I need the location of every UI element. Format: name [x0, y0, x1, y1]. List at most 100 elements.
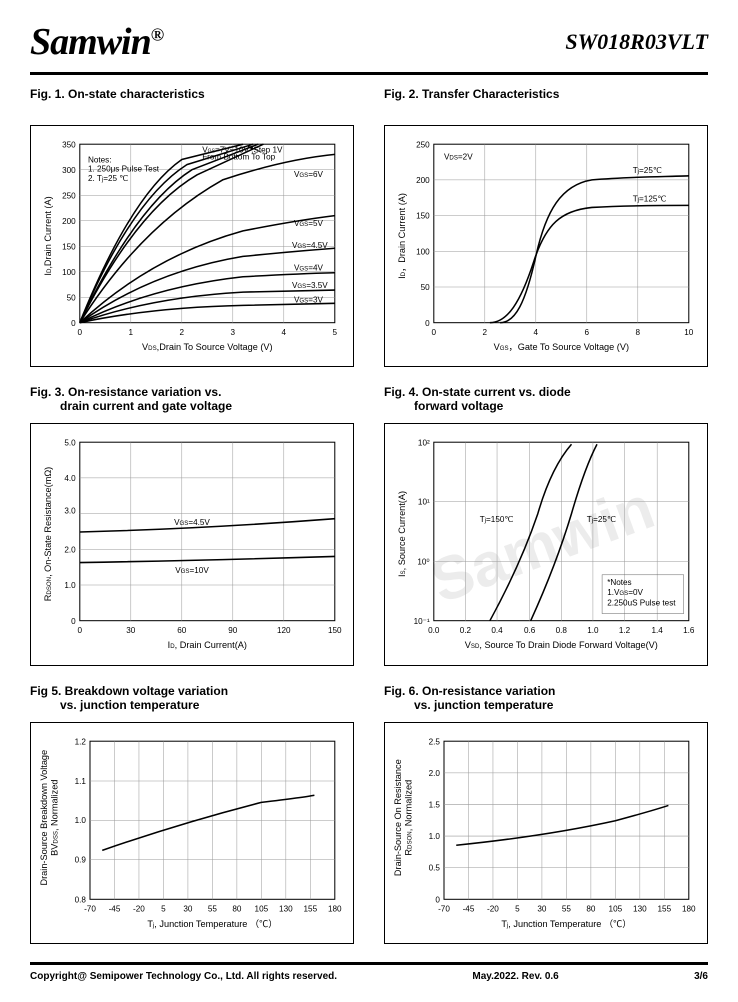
fig2-title: Fig. 2. Transfer Characteristics	[384, 87, 708, 117]
fig5: Fig 5. Breakdown voltage variation vs. j…	[30, 684, 354, 944]
svg-text:8: 8	[636, 328, 641, 337]
fig4-title: Fig. 4. On-state current vs. diode forwa…	[384, 385, 708, 415]
fig6: Fig. 6. On-resistance variation vs. junc…	[384, 684, 708, 944]
part-number: SW018R03VLT	[565, 29, 708, 55]
svg-text:1.2: 1.2	[619, 626, 631, 635]
svg-text:VSD, Source To Drain Diode For: VSD, Source To Drain Diode Forward Volta…	[465, 641, 658, 651]
svg-text:5: 5	[333, 328, 338, 337]
svg-text:50: 50	[67, 293, 77, 302]
svg-text:100: 100	[62, 268, 76, 277]
svg-text:4.0: 4.0	[64, 474, 76, 483]
fig1-title: Fig. 1. On-state characteristics	[30, 87, 354, 117]
svg-text:4: 4	[282, 328, 287, 337]
copyright: Copyright@ Semipower Technology Co., Ltd…	[30, 971, 337, 982]
fig3-plot: 0306090120150 01.02.03.04.05.0 ID, Drain…	[39, 432, 345, 656]
svg-text:1.5: 1.5	[429, 800, 441, 809]
svg-text:-45: -45	[109, 904, 121, 913]
svg-text:VGS，Gate To Source Voltage (V): VGS，Gate To Source Voltage (V)	[494, 342, 629, 352]
svg-text:1.0: 1.0	[64, 581, 76, 590]
svg-text:80: 80	[586, 904, 596, 913]
fig1-plot: 012345 050100150200250300350 VDS,Drain T…	[39, 134, 345, 358]
fig5-title: Fig 5. Breakdown voltage variation vs. j…	[30, 684, 354, 714]
svg-text:6: 6	[585, 328, 590, 337]
svg-text:3: 3	[231, 328, 236, 337]
svg-text:Tj, Junction Temperature （℃）: Tj, Junction Temperature （℃）	[501, 919, 631, 929]
svg-text:Tj=25℃: Tj=25℃	[633, 166, 662, 175]
svg-text:0: 0	[71, 319, 76, 328]
svg-text:120: 120	[277, 626, 291, 635]
svg-text:ID，Drain Current (A): ID，Drain Current (A)	[397, 193, 407, 279]
svg-text:-70: -70	[84, 904, 96, 913]
svg-text:3.0: 3.0	[64, 507, 76, 516]
svg-text:5.0: 5.0	[64, 439, 76, 448]
svg-text:50: 50	[421, 283, 431, 292]
svg-text:55: 55	[562, 904, 572, 913]
fig6-title: Fig. 6. On-resistance variation vs. junc…	[384, 684, 708, 714]
svg-text:2: 2	[180, 328, 185, 337]
svg-text:0.6: 0.6	[524, 626, 536, 635]
fig2: Fig. 2. Transfer Characteristics 0246810…	[384, 87, 708, 367]
svg-text:-20: -20	[133, 904, 145, 913]
svg-text:0: 0	[432, 328, 437, 337]
svg-text:1.VGS=0V: 1.VGS=0V	[607, 589, 643, 598]
fig2-plot: 0246810 050100150200250 VGS，Gate To Sour…	[393, 134, 699, 358]
svg-text:1.6: 1.6	[683, 626, 695, 635]
svg-text:VGS=3V: VGS=3V	[294, 295, 324, 304]
charts-grid: Fig. 1. On-state characteristics	[30, 87, 708, 944]
svg-text:10²: 10²	[418, 439, 430, 448]
svg-text:-70: -70	[438, 904, 450, 913]
svg-text:2. Tj=25 ℃: 2. Tj=25 ℃	[88, 174, 128, 183]
svg-text:-45: -45	[463, 904, 475, 913]
fig5-box: -70-45-205305580105130155180 0.80.91.01.…	[30, 722, 354, 944]
svg-text:0.8: 0.8	[556, 626, 568, 635]
svg-text:Tj, Junction Temperature （℃）: Tj, Junction Temperature （℃）	[147, 919, 277, 929]
svg-text:30: 30	[183, 904, 193, 913]
svg-text:VGS=5V: VGS=5V	[294, 219, 324, 228]
page: Samwin® SW018R03VLT Fig. 1. On-state cha…	[0, 0, 738, 1002]
svg-text:200: 200	[62, 217, 76, 226]
svg-text:10⁻¹: 10⁻¹	[414, 617, 430, 626]
svg-text:VGS=4.5V: VGS=4.5V	[292, 241, 328, 250]
svg-text:155: 155	[658, 904, 672, 913]
fig4-box: Samwin 0.00.20.40.60.81.01.21.41.6 10⁻¹1…	[384, 423, 708, 665]
svg-text:0.8: 0.8	[75, 895, 87, 904]
svg-text:5: 5	[515, 904, 520, 913]
svg-text:Notes:: Notes:	[88, 156, 112, 165]
svg-text:300: 300	[62, 166, 76, 175]
svg-text:2.0: 2.0	[64, 546, 76, 555]
svg-text:0: 0	[435, 895, 440, 904]
svg-text:0: 0	[71, 617, 76, 626]
fig6-plot: -70-45-205305580105130155180 00.51.01.52…	[393, 731, 699, 935]
svg-text:1: 1	[129, 328, 134, 337]
svg-text:Tj=125℃: Tj=125℃	[633, 194, 667, 203]
svg-text:30: 30	[126, 626, 136, 635]
footer: Copyright@ Semipower Technology Co., Ltd…	[30, 962, 708, 982]
svg-text:150: 150	[328, 626, 342, 635]
svg-text:0: 0	[78, 328, 83, 337]
svg-text:Tj=150℃: Tj=150℃	[480, 515, 514, 524]
svg-text:130: 130	[279, 904, 293, 913]
svg-text:200: 200	[416, 176, 430, 185]
svg-text:2.250uS Pulse test: 2.250uS Pulse test	[607, 599, 676, 608]
revision: May.2022. Rev. 0.6	[472, 971, 558, 982]
svg-text:1.0: 1.0	[429, 832, 441, 841]
svg-text:RDSON, On-State Resistance(mΩ): RDSON, On-State Resistance(mΩ)	[43, 467, 53, 601]
svg-text:180: 180	[328, 904, 342, 913]
svg-text:150: 150	[416, 212, 430, 221]
svg-text:RDSON, Normalized: RDSON, Normalized	[403, 780, 413, 856]
fig4-plot: Samwin 0.00.20.40.60.81.01.21.41.6 10⁻¹1…	[393, 432, 699, 656]
svg-text:10¹: 10¹	[418, 498, 430, 507]
svg-text:VGS=3.5V: VGS=3.5V	[292, 281, 328, 290]
svg-text:1. 250μs Pulse Test: 1. 250μs Pulse Test	[88, 165, 160, 174]
svg-text:4: 4	[534, 328, 539, 337]
svg-text:0.5: 0.5	[429, 864, 441, 873]
svg-text:105: 105	[255, 904, 269, 913]
svg-text:80: 80	[232, 904, 242, 913]
fig3: Fig. 3. On-resistance variation vs. drai…	[30, 385, 354, 665]
fig1: Fig. 1. On-state characteristics	[30, 87, 354, 367]
svg-text:2.0: 2.0	[429, 769, 441, 778]
fig6-box: -70-45-205305580105130155180 00.51.01.52…	[384, 722, 708, 944]
svg-text:IS, Source Current(A): IS, Source Current(A)	[397, 491, 407, 577]
svg-text:1.1: 1.1	[75, 777, 87, 786]
svg-text:0.4: 0.4	[491, 626, 503, 635]
